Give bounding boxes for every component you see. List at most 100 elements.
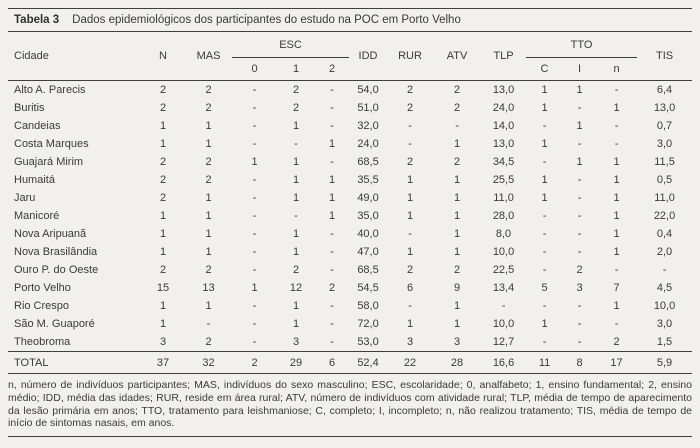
- value-cell: 1: [613, 246, 620, 258]
- table-row: Guajará Mirim 2 2 1 1 - 68,5 2 2 34,5 - 1 1 11,5: [8, 153, 692, 171]
- value-cell: 2: [406, 84, 414, 96]
- value-cell: 3: [159, 336, 167, 348]
- value-cell: 47,0: [357, 246, 379, 258]
- value-cell: -: [542, 336, 547, 348]
- value-cell: 2: [159, 84, 167, 96]
- value-cell: 1: [613, 156, 620, 168]
- value-cell: 1: [292, 174, 300, 186]
- value-cell: -: [614, 138, 619, 150]
- header-n: N: [159, 49, 167, 62]
- footnote: n, número de indivíduos participantes; M…: [8, 374, 692, 438]
- value-cell: 2: [453, 102, 461, 114]
- value-cell: 1: [251, 282, 258, 294]
- value-cell: 2: [159, 264, 167, 276]
- value-cell: 11: [526, 351, 564, 374]
- value-cell: 2: [232, 351, 277, 374]
- value-cell: 35,0: [357, 210, 379, 222]
- value-cell: -: [330, 318, 334, 330]
- value-cell: 29: [277, 351, 315, 374]
- value-cell: 1: [453, 174, 461, 186]
- table-row: Nova Brasilândia 1 1 - 1 - 47,0 1 1 10,0 - - 1 2,0: [8, 243, 692, 261]
- value-cell: -: [252, 246, 257, 258]
- value-cell: -: [408, 138, 412, 150]
- table-row: Candeias 1 1 - 1 - 32,0 - - 14,0 - 1 - 0,7: [8, 117, 692, 135]
- value-cell: 34,5: [492, 156, 515, 168]
- value-cell: -: [330, 300, 334, 312]
- value-cell: 1: [292, 156, 300, 168]
- table-header: Cidade N MAS ESC IDD RUR ATV TLP TTO TIS…: [8, 32, 693, 81]
- value-cell: -: [614, 318, 619, 330]
- value-cell: 25,5: [492, 174, 515, 186]
- value-cell: 1: [613, 102, 620, 114]
- value-cell: 2: [205, 156, 212, 168]
- value-cell: -: [577, 228, 582, 240]
- value-cell: -: [252, 264, 257, 276]
- value-cell: 2: [205, 174, 212, 186]
- value-cell: 4,5: [656, 282, 673, 294]
- value-cell: 1: [205, 246, 212, 258]
- value-cell: 6: [315, 351, 350, 374]
- value-cell: -: [542, 300, 547, 312]
- value-cell: 11,0: [654, 192, 675, 204]
- value-cell: 1: [406, 192, 414, 204]
- value-cell: -: [542, 120, 547, 132]
- value-cell: 1: [406, 246, 414, 258]
- value-cell: -: [455, 120, 459, 132]
- value-cell: 1: [453, 138, 461, 150]
- header-tis: TIS: [655, 49, 674, 62]
- value-cell: 52,4: [349, 351, 388, 374]
- value-cell: 1: [159, 246, 167, 258]
- value-cell: 1: [159, 318, 167, 330]
- table-row: Alto A. Parecis 2 2 - 2 - 54,0 2 2 13,0 1 1 - 6,4: [8, 81, 692, 100]
- value-cell: 13,0: [492, 138, 515, 150]
- value-cell: -: [614, 120, 619, 132]
- city-cell: São M. Guaporé: [14, 318, 95, 330]
- city-cell: Candeias: [14, 120, 61, 132]
- value-cell: 2: [453, 156, 461, 168]
- value-cell: 2: [292, 102, 300, 114]
- table-row: Buritis 2 2 - 2 - 51,0 2 2 24,0 1 - 1 13,0: [8, 99, 692, 117]
- value-cell: -: [252, 102, 257, 114]
- value-cell: 2: [159, 102, 167, 114]
- table-number: Tabela 3: [14, 14, 60, 26]
- value-cell: 24,0: [492, 102, 515, 114]
- value-cell: -: [330, 156, 334, 168]
- value-cell: 9: [453, 282, 461, 294]
- value-cell: 1: [613, 300, 620, 312]
- value-cell: 51,0: [357, 102, 379, 114]
- value-cell: 1: [159, 120, 167, 132]
- header-tto-c: C: [540, 63, 549, 75]
- value-cell: 12: [289, 282, 303, 294]
- value-cell: 1: [613, 174, 620, 186]
- value-cell: 0,5: [656, 174, 673, 186]
- value-cell: -: [542, 264, 547, 276]
- value-cell: 3: [576, 282, 583, 294]
- value-cell: -: [330, 120, 334, 132]
- table-title: Tabela 3 Dados epidemiológicos dos parti…: [8, 9, 692, 32]
- value-cell: 2: [292, 264, 300, 276]
- value-cell: -: [501, 300, 506, 312]
- value-cell: 1: [328, 192, 336, 204]
- header-esc-1: 1: [292, 63, 300, 75]
- value-cell: 1: [159, 300, 167, 312]
- value-cell: 11,0: [493, 192, 514, 204]
- value-cell: -: [294, 210, 298, 222]
- value-cell: 1: [205, 228, 212, 240]
- value-cell: 1: [541, 138, 548, 150]
- value-cell: -: [577, 192, 582, 204]
- value-cell: 10,0: [492, 318, 515, 330]
- value-cell: -: [330, 264, 334, 276]
- value-cell: 7: [613, 282, 620, 294]
- value-cell: -: [330, 102, 334, 114]
- value-cell: 58,0: [357, 300, 379, 312]
- value-cell: -: [577, 318, 582, 330]
- value-cell: -: [252, 228, 257, 240]
- value-cell: 3: [453, 336, 461, 348]
- value-cell: 11,5: [654, 156, 675, 168]
- value-cell: -: [542, 156, 547, 168]
- value-cell: 14,0: [492, 120, 515, 132]
- value-cell: 2: [205, 84, 212, 96]
- value-cell: 54,5: [357, 282, 379, 294]
- value-cell: -: [252, 210, 257, 222]
- value-cell: 15: [156, 282, 170, 294]
